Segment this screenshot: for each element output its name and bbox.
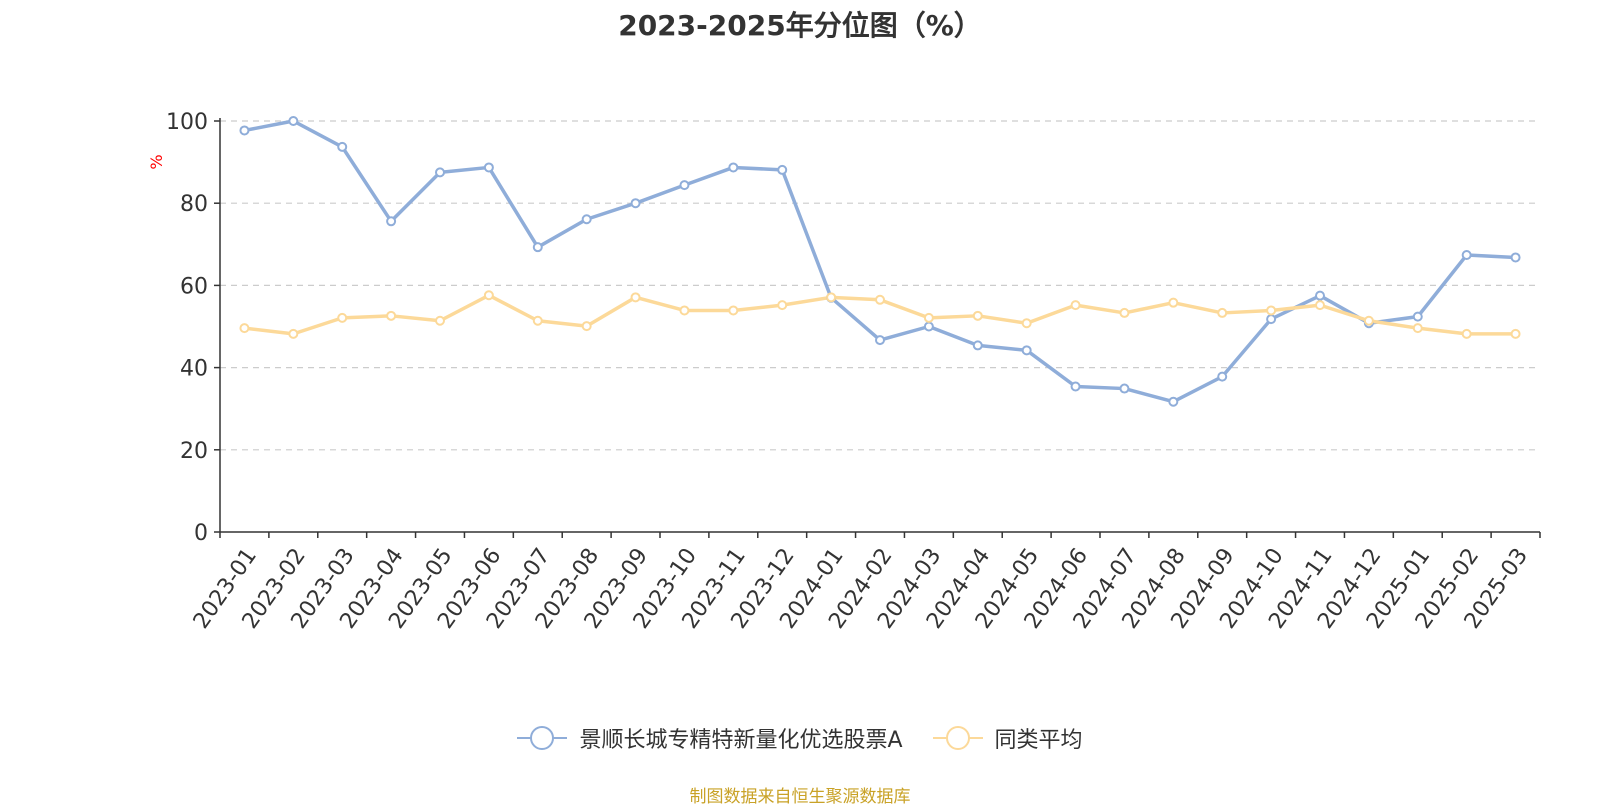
chart-title: 2023-2025年分位图（%） [618,9,982,42]
data-point-b [239,323,250,334]
data-point-b [1217,307,1228,318]
data-point-b [875,294,885,305]
legend-series-a-icon [517,725,568,751]
data-point-a [875,335,885,346]
data-point-b [679,305,690,316]
data-point-b [826,292,837,303]
data-point-b [630,292,641,303]
data-point-b [386,310,397,321]
data-point-b [483,290,494,301]
legend-item-series-a[interactable]: 景顺长城专精特新量化优选股票A [517,722,903,754]
y-tick-label: 100 [166,110,208,135]
data-point-a [1168,396,1179,407]
y-axis-label: % [147,154,166,169]
data-point-b [1363,315,1374,326]
data-point-b [532,315,543,326]
source-note: 制图数据来自恒生聚源数据库 [689,787,911,807]
y-tick-label: 40 [180,357,208,382]
data-point-a [337,141,348,152]
data-point-a [239,125,250,136]
data-point-a [923,321,934,332]
data-point-a [728,162,739,173]
legend: 景顺长城专精特新量化优选股票A 同类平均 [0,722,1600,754]
data-point-a [532,242,543,253]
legend-series-b-icon [932,725,983,751]
data-point-b [288,328,299,339]
grid-lines [220,120,1540,451]
data-point-b [1412,323,1423,334]
data-point-b [923,312,934,323]
axes [214,118,1541,538]
data-point-a [1461,249,1472,260]
series-lines [239,116,1521,407]
data-point-a [581,214,592,225]
data-point-b [1021,318,1032,329]
data-point-b [1168,297,1179,308]
data-point-b [1266,305,1277,316]
data-point-b [1510,328,1521,339]
data-point-b [1070,300,1081,311]
data-point-b [1315,300,1325,311]
y-tick-label: 20 [180,439,208,464]
data-point-b [581,321,592,332]
data-point-b [972,310,983,321]
data-point-a [1119,383,1130,394]
data-point-a [483,162,494,173]
data-point-a [1266,314,1277,325]
data-point-b [337,312,348,323]
legend-item-series-b[interactable]: 同类平均 [932,722,1083,754]
data-point-a [1510,252,1521,263]
data-point-a [1412,311,1423,322]
y-tick-label: 0 [194,521,208,546]
data-point-a [1021,345,1032,356]
data-point-a [777,164,788,175]
data-point-b [1119,307,1130,318]
data-point-a [288,116,299,126]
y-tick-label: 80 [180,192,208,217]
data-point-a [1315,290,1325,301]
data-point-a [679,180,690,191]
data-point-a [630,198,641,209]
y-tick-label: 60 [180,274,208,299]
data-point-a [972,340,983,351]
data-point-a [1217,371,1228,382]
data-point-b [777,300,788,311]
data-point-b [1461,328,1472,339]
legend-series-a-label: 景顺长城专精特新量化优选股票A [579,728,903,753]
data-point-b [728,305,739,316]
data-point-b [435,315,445,326]
data-point-a [386,216,397,227]
series-line-a [242,119,1518,404]
data-point-a [1070,381,1081,392]
legend-series-b-label: 同类平均 [994,728,1083,753]
data-point-a [435,167,445,178]
